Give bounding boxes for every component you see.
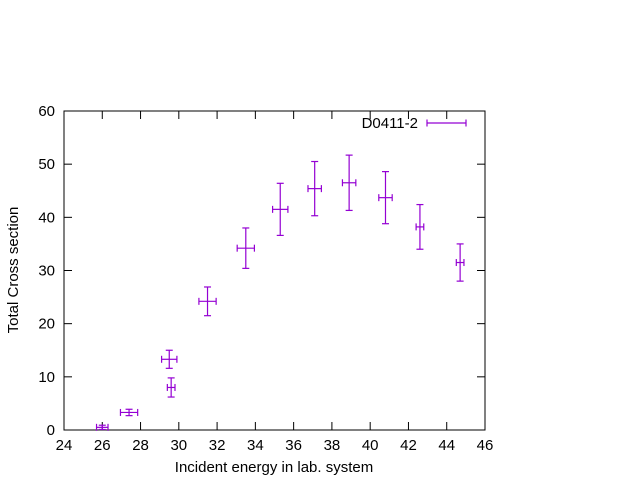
x-tick-label: 44 [438,437,455,454]
x-tick-label: 24 [56,437,73,454]
data-point-7 [307,160,322,217]
data-point-9 [378,171,393,225]
data-point-2 [160,349,178,369]
legend: D0411-2 [362,115,467,132]
y-tick-label: 10 [38,369,55,386]
x-tick-label: 30 [170,437,187,454]
x-tick-label: 40 [362,437,379,454]
x-tick-label: 36 [285,437,302,454]
data-point-0 [95,423,109,431]
y-tick-label: 20 [38,316,55,333]
data-point-11 [455,243,465,282]
y-axis-label: Total Cross section [5,207,22,334]
x-tick-label: 42 [400,437,417,454]
data-point-4 [198,286,217,317]
x-tick-label: 46 [477,437,494,454]
data-point-1 [119,408,139,417]
data-point-3 [166,377,176,398]
y-tick-label: 30 [38,263,55,280]
x-tick-label: 38 [324,437,341,454]
legend-label: D0411-2 [362,115,418,132]
y-tick-label: 40 [38,209,55,226]
x-axis-ticks: 24 26 28 30 32 34 36 38 40 42 44 46 [56,111,494,454]
x-axis-label: Incident energy in lab. system [175,459,373,476]
y-tick-label: 0 [47,422,55,439]
data-points [95,154,465,431]
x-tick-label: 34 [247,437,264,454]
plot-area [63,110,486,431]
x-tick-label: 28 [132,437,149,454]
y-tick-label: 60 [38,103,55,120]
y-tick-label: 50 [38,156,55,173]
data-point-10 [415,203,425,250]
data-point-5 [236,227,256,269]
data-point-6 [271,182,289,237]
x-tick-label: 26 [94,437,111,454]
y-axis-ticks: 0 10 20 30 40 50 60 [38,103,485,439]
data-point-8 [341,154,357,212]
x-tick-label: 32 [209,437,226,454]
